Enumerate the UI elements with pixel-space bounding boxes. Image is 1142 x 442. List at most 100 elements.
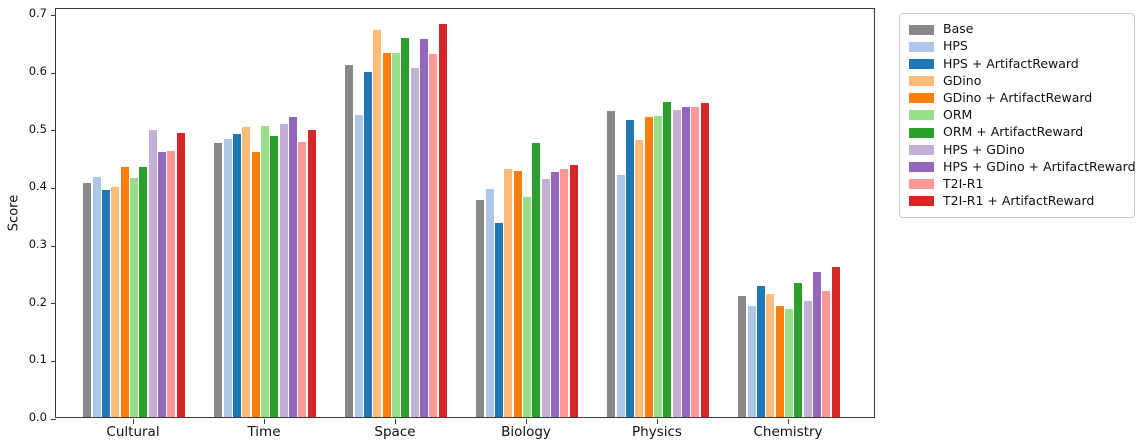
- y-axis-tick-label: 0.2: [28, 294, 47, 309]
- legend-item: Base: [909, 22, 1125, 37]
- bar: [756, 286, 765, 417]
- bar: [635, 139, 644, 417]
- legend-label: HPS + ArtifactReward: [943, 55, 1079, 71]
- bar: [429, 54, 438, 417]
- bar: [158, 152, 166, 417]
- legend-swatch: [909, 58, 934, 69]
- legend-item: ORM: [909, 108, 1125, 123]
- category-label-time: Time: [247, 424, 281, 440]
- legend-item: GDino + ArtifactReward: [909, 91, 1125, 106]
- legend-swatch: [909, 162, 934, 172]
- legend-label: GDino + ArtifactReward: [943, 90, 1093, 105]
- bar: [560, 168, 569, 417]
- bar: [438, 24, 447, 417]
- bar: [682, 107, 690, 417]
- bar: [794, 283, 803, 417]
- bar: [214, 143, 223, 417]
- y-axis-tick: [51, 130, 56, 132]
- bar: [747, 306, 756, 417]
- bar: [83, 182, 92, 417]
- bar: [522, 196, 531, 417]
- bar-group-physics: [607, 102, 709, 417]
- legend-label: HPS: [943, 38, 968, 54]
- bar: [644, 116, 653, 417]
- bar: [251, 152, 260, 417]
- bar: [382, 52, 391, 417]
- plot-area: [51, 8, 875, 420]
- legend-label: ORM + ArtifactReward: [943, 124, 1084, 140]
- legend-item: HPS: [909, 39, 1125, 54]
- y-axis-tick-label: 0.3: [28, 237, 47, 251]
- bar: [176, 133, 185, 417]
- bar-group-chemistry: [738, 266, 840, 417]
- bar: [92, 177, 101, 417]
- bar: [504, 169, 513, 417]
- legend-label: GDino: [943, 72, 982, 88]
- bar: [822, 291, 831, 417]
- bar-group-biology: [476, 142, 578, 417]
- bar: [625, 120, 634, 417]
- bar: [270, 136, 279, 417]
- bar: [738, 295, 747, 417]
- bar-group-space: [345, 24, 447, 417]
- bar: [129, 177, 138, 417]
- bar: [260, 126, 269, 417]
- bar: [607, 111, 616, 417]
- y-axis-tick: [51, 360, 56, 362]
- bar: [672, 109, 681, 417]
- bar: [541, 179, 550, 417]
- legend-item: ORM + ArtifactReward: [909, 125, 1125, 140]
- x-axis-tick: [264, 419, 265, 424]
- bar: [345, 64, 354, 417]
- bar: [167, 150, 176, 417]
- bar: [148, 129, 157, 417]
- bar: [485, 188, 494, 417]
- x-axis-tick: [133, 419, 134, 424]
- legend-label: HPS + GDino + ArtifactReward: [943, 158, 1136, 174]
- legend-swatch: [909, 24, 934, 35]
- bar: [813, 272, 821, 417]
- bar: [410, 67, 419, 417]
- bar: [663, 102, 672, 417]
- legend-item: HPS + GDino + ArtifactReward: [909, 160, 1136, 175]
- legend-label: T2I-R1: [943, 175, 984, 191]
- y-axis-tick: [51, 303, 56, 305]
- bar: [700, 102, 709, 417]
- legend-item: HPS + ArtifactReward: [909, 56, 1125, 71]
- bar: [139, 167, 148, 417]
- bar: [232, 133, 241, 417]
- category-label-biology: Biology: [501, 424, 551, 440]
- legend-item: T2I-R1 + ArtifactReward: [909, 194, 1125, 209]
- y-axis-tick-label: 0.1: [28, 352, 47, 367]
- bar: [784, 308, 793, 417]
- bar: [223, 139, 232, 417]
- x-axis-tick: [657, 419, 658, 424]
- bar: [420, 39, 428, 417]
- legend-swatch: [909, 110, 934, 121]
- bar: [363, 71, 372, 417]
- legend-swatch: [909, 144, 934, 155]
- bar: [289, 116, 297, 417]
- y-axis-tick: [51, 245, 56, 247]
- bar-group-time: [214, 116, 316, 417]
- bar-group-cultural: [83, 129, 185, 417]
- bar: [616, 174, 625, 417]
- bar: [551, 171, 559, 417]
- legend-label: ORM: [943, 107, 973, 123]
- legend-swatch: [909, 93, 934, 104]
- bar: [120, 167, 129, 417]
- x-axis-tick: [526, 419, 527, 424]
- bar: [391, 52, 400, 417]
- legend-item: GDino: [909, 74, 1125, 89]
- bar: [401, 38, 410, 417]
- bar: [111, 186, 120, 417]
- bar: [494, 223, 503, 417]
- y-axis-tick-label: 0.7: [28, 6, 47, 21]
- legend: Base HPS HPS + ArtifactReward GDino GDino + …: [899, 13, 1136, 218]
- bar: [532, 142, 541, 417]
- y-axis-tick: [51, 72, 56, 74]
- y-axis-tick: [51, 187, 56, 189]
- legend-item: HPS + GDino: [909, 142, 1125, 157]
- category-label-space: Space: [374, 424, 416, 440]
